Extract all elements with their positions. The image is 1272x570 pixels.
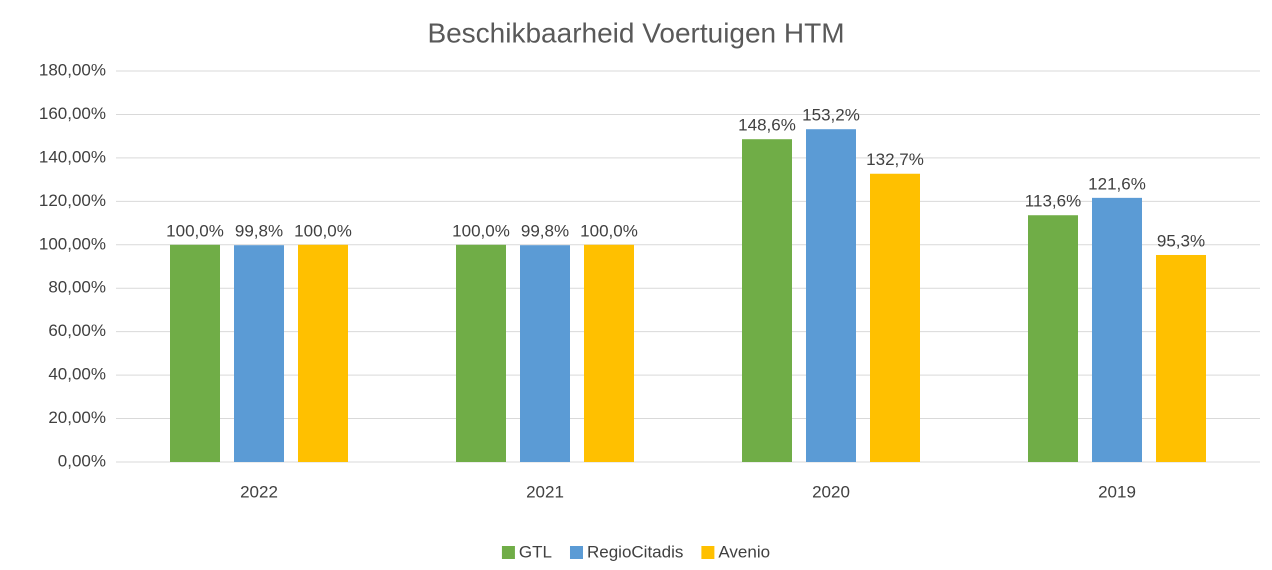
x-tick-label: 2019 — [1098, 482, 1136, 501]
y-tick-label: 100,00% — [39, 234, 106, 253]
legend-label: GTL — [519, 542, 552, 561]
legend-swatch — [569, 546, 583, 559]
bar — [520, 245, 570, 462]
x-tick-label: 2021 — [526, 482, 564, 501]
bar — [234, 245, 284, 462]
data-label: 100,0% — [294, 221, 352, 240]
data-label: 100,0% — [166, 221, 224, 240]
y-tick-label: 160,00% — [39, 104, 106, 123]
data-label: 95,3% — [1157, 231, 1205, 250]
bar — [806, 129, 856, 462]
legend-swatch — [701, 546, 715, 559]
bar — [1028, 215, 1078, 462]
data-label: 100,0% — [580, 221, 638, 240]
data-label: 153,2% — [802, 106, 860, 125]
data-label: 113,6% — [1025, 192, 1081, 211]
bar — [170, 244, 220, 462]
y-tick-label: 80,00% — [48, 278, 106, 297]
y-tick-label: 20,00% — [48, 408, 106, 427]
y-tick-label: 180,00% — [39, 60, 106, 79]
y-tick-label: 120,00% — [39, 191, 106, 210]
legend-label: RegioCitadis — [587, 542, 683, 561]
x-tick-label: 2022 — [240, 482, 278, 501]
bar — [1092, 197, 1142, 462]
bar — [584, 244, 634, 462]
y-tick-label: 140,00% — [39, 147, 106, 166]
data-label: 148,6% — [738, 116, 796, 135]
bar — [742, 139, 792, 463]
data-label: 99,8% — [521, 222, 569, 241]
x-tick-label: 2020 — [812, 482, 850, 501]
bar — [870, 173, 920, 463]
data-label: 132,7% — [866, 150, 924, 169]
data-label: 121,6% — [1088, 174, 1146, 193]
bar — [298, 244, 348, 462]
data-label: 99,8% — [235, 222, 283, 241]
y-tick-label: 40,00% — [48, 365, 106, 384]
bar — [1156, 254, 1206, 462]
legend-label: Avenio — [718, 542, 770, 561]
bar — [456, 244, 506, 462]
chart-title: Beschikbaarheid Voertuigen HTM — [427, 17, 844, 48]
y-tick-label: 60,00% — [48, 321, 106, 340]
y-tick-label: 0,00% — [58, 451, 106, 470]
data-label: 100,0% — [452, 221, 510, 240]
legend-swatch — [501, 546, 515, 559]
